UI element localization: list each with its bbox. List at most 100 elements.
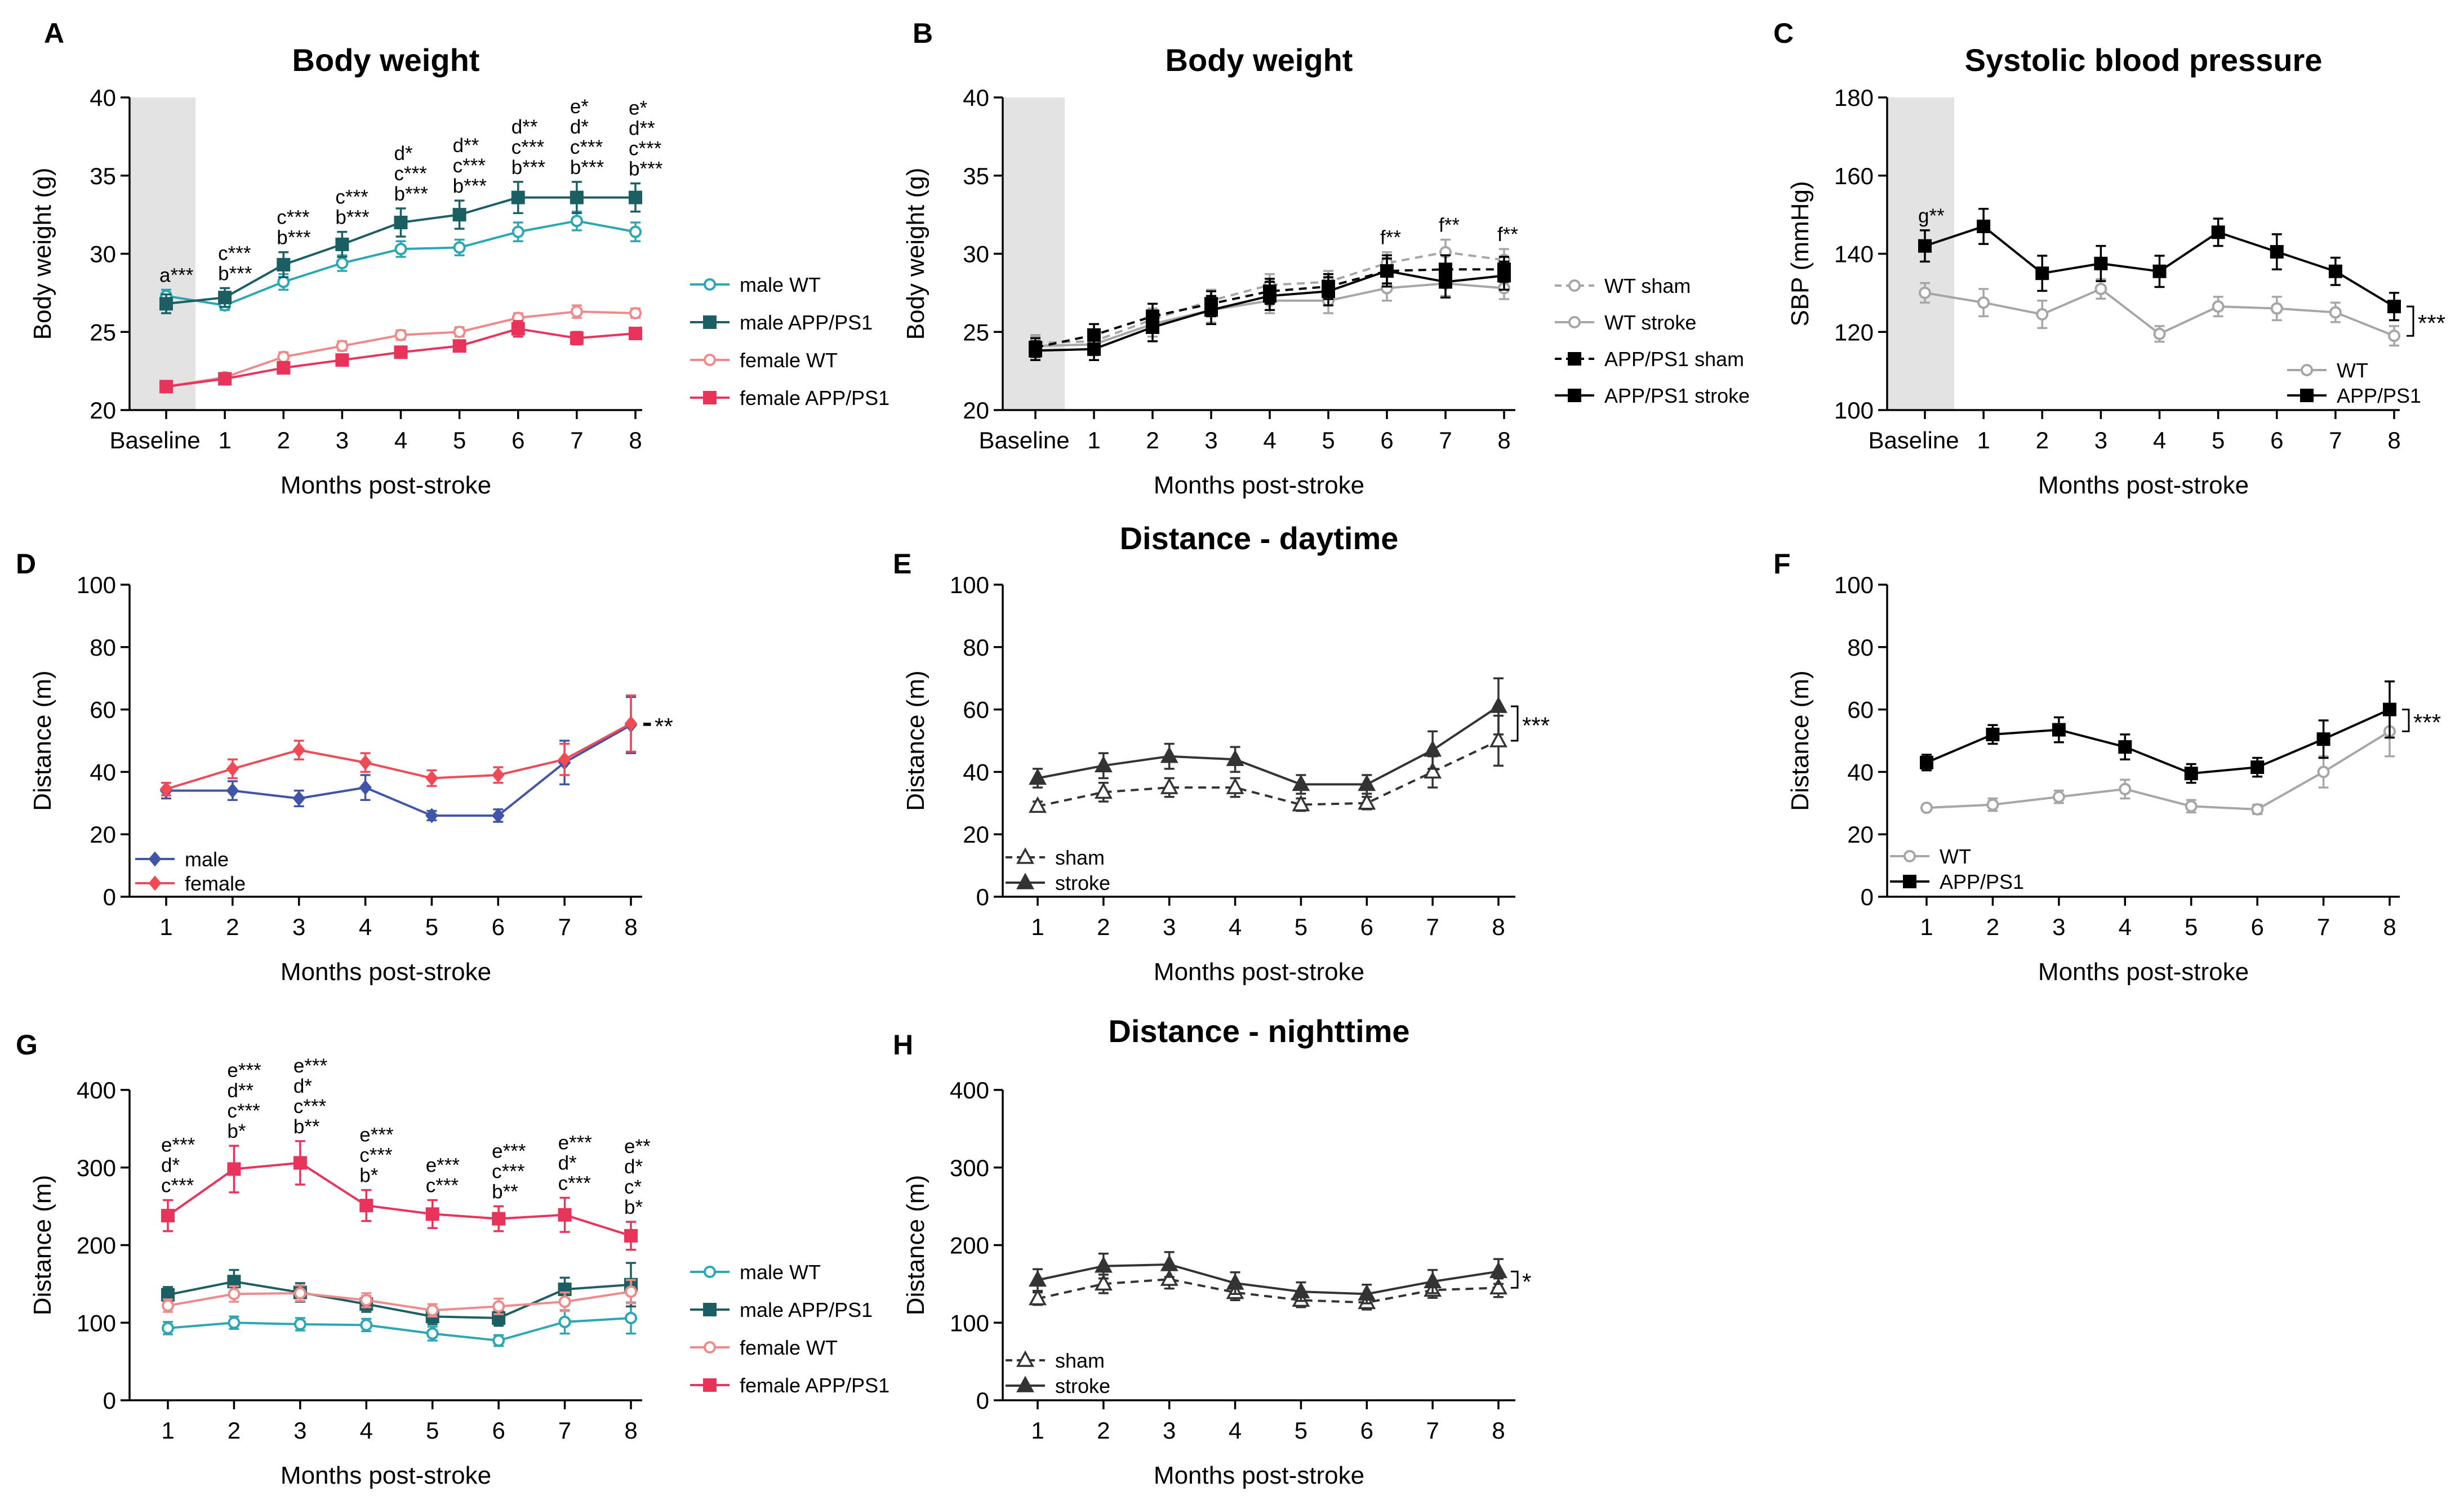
x-tick-label: 4 [1229,914,1242,940]
stat-annotation: c*** [512,136,545,158]
data-point [558,1315,571,1328]
data-point [425,1207,439,1221]
data-point [159,380,173,394]
data-point [1029,796,1047,813]
series-line [1037,1263,1499,1296]
y-tick-label: 40 [963,84,989,111]
stat-annotation: d* [293,1075,312,1097]
data-point [1497,269,1511,283]
series-line [166,724,631,817]
significance-bracket [1511,1270,1519,1289]
x-axis-label: Months post-stroke [281,1462,491,1489]
panel-letter: G [16,1029,38,1061]
panel-h: H Distance - nighttime 0 100 200 300 400 1 2 3 4 5 6… [893,1013,1531,1489]
data-point [394,216,408,229]
legend-label: APP/PS1 [1940,870,2024,893]
y-tick-label: 60 [963,697,989,723]
x-axis-label: Months post-stroke [1154,471,1364,499]
data-point [2388,330,2400,342]
x-tick-label: 1 [159,914,172,940]
series-line [167,1316,631,1342]
data-point [228,1288,241,1301]
legend-label: female WT [740,349,838,372]
data-point [1489,696,1507,713]
stat-annotation: b** [492,1181,518,1203]
data-point [1094,1256,1113,1273]
data-point [1424,740,1442,757]
data-point [1358,793,1376,810]
x-tick-label: 3 [2094,427,2107,453]
legend-label: female APP/PS1 [740,1374,889,1397]
y-tick-label: 0 [976,884,989,910]
data-point [425,808,438,824]
data-point [2119,782,2132,795]
significance-label: * [1522,1268,1531,1295]
x-tick-label: 8 [1492,1417,1505,1444]
data-point [336,257,349,270]
data-point [452,339,466,353]
data-point [1920,755,1933,769]
legend-marker [1568,389,1581,402]
y-tick-label: 100 [1834,572,1874,598]
legend-label: APP/PS1 sham [1604,348,1744,371]
legend-marker [1568,352,1581,366]
panel-letter: A [44,17,64,49]
y-axis-label: Distance (m) [1786,670,1814,811]
legend-marker [703,391,717,404]
stat-annotation: b* [227,1120,246,1142]
data-point [226,761,239,777]
x-tick-label: 2 [277,427,290,453]
legend-marker [1016,873,1034,889]
panel-b: B Body weight 20 25 30 35 40 Baseline 1 2 3 4 5 6 7 8 Mo… [902,17,1750,499]
x-tick-label: 5 [426,1417,439,1444]
panel-f: F 0 20 40 60 80 100 1 2 3 4 5 6 7 8 Months post-stroke D… [1773,548,2441,986]
data-point [1489,1277,1507,1295]
data-point [629,327,642,341]
x-tick-label: Baseline [109,427,200,453]
legend-item: stroke [1006,1374,1110,1397]
stat-annotation: c*** [293,1096,327,1118]
y-tick-label: 400 [77,1077,116,1103]
y-axis-label: Distance (m) [29,670,56,811]
stat-annotation: c*** [492,1161,525,1183]
x-tick-label: 5 [425,914,438,940]
data-point [1263,289,1277,303]
x-tick-label: 7 [558,1417,571,1444]
significance-bracket [1511,705,1519,742]
data-point [2329,306,2342,319]
stat-annotation: b*** [394,183,429,205]
data-point [1146,320,1159,334]
series-stroke [1029,1251,1507,1305]
data-point [629,306,642,319]
panel-letter: D [16,548,36,580]
data-point [1204,303,1218,317]
data-point [2184,767,2198,781]
series-wt [1920,705,2396,816]
data-point [624,1228,638,1243]
data-point [218,372,232,386]
panel-letter: H [893,1029,913,1061]
legend-item: female APP/PS1 [690,1374,889,1397]
data-point [492,1300,505,1313]
data-point [2152,264,2167,278]
x-axis-label: Months post-stroke [281,471,491,499]
legend-item: sham [1006,1349,1105,1372]
data-point [359,1199,373,1213]
data-point [1029,1270,1047,1287]
data-point [159,297,173,311]
x-tick-label: 7 [1439,427,1452,453]
x-tick-label: 7 [558,914,571,940]
data-point [2270,302,2283,315]
data-point [1292,794,1310,812]
data-point [359,755,372,771]
x-tick-label: 5 [2185,914,2198,940]
y-axis-label: Distance (m) [902,1175,929,1315]
panel-d: D 0 20 40 60 80 100 1 2 3 4 5 6 7 8 Months post-stroke D… [16,548,673,986]
data-point [277,275,290,288]
legend-item: stroke [1006,871,1110,894]
stat-annotation: e*** [227,1060,261,1081]
data-point [162,1299,174,1312]
